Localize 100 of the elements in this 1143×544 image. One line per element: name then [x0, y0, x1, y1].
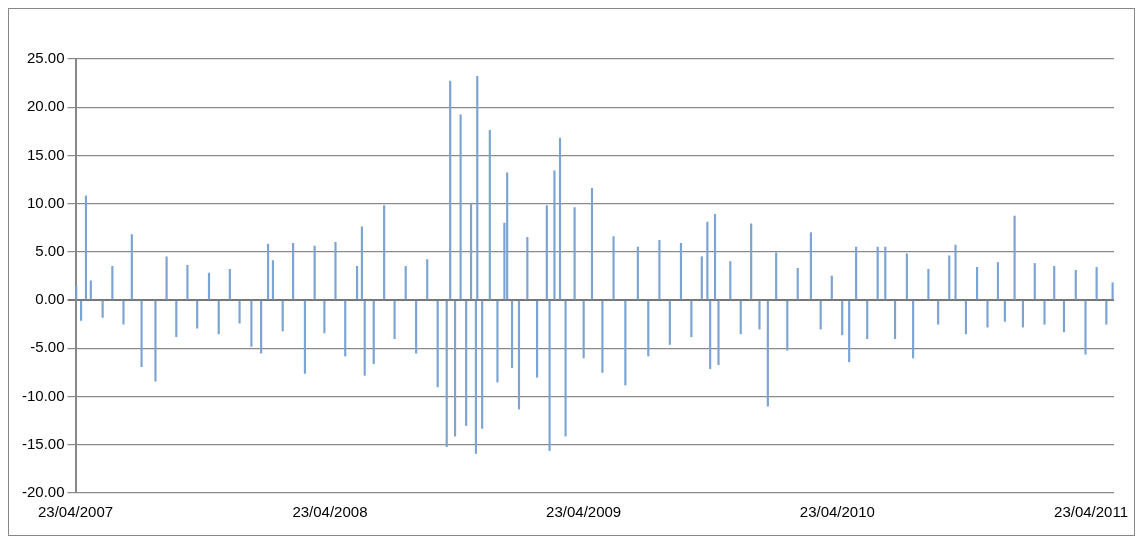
bar [238, 300, 241, 324]
y-tick-label: 25.00 [26, 49, 65, 67]
bar [130, 234, 133, 300]
bar [89, 280, 92, 300]
bar [893, 300, 897, 340]
x-tick-label: 23/04/2007 [37, 503, 114, 521]
bar [905, 253, 908, 300]
x-tick-label: 23/04/2010 [799, 503, 875, 521]
bar [175, 300, 178, 338]
bar [809, 232, 813, 300]
bar [1105, 300, 1108, 325]
x-tick-label: 23/04/2008 [292, 503, 368, 521]
bar [360, 226, 363, 300]
bar [449, 80, 452, 300]
bar [548, 300, 551, 451]
bar [140, 300, 143, 367]
bar [334, 241, 337, 300]
bar [510, 300, 514, 368]
y-tick-label: 10.00 [26, 193, 65, 211]
bar [975, 266, 979, 300]
bar [590, 187, 594, 300]
x-tick-label: 23/04/2009 [546, 503, 622, 521]
y-tick-label: 0.00 [35, 290, 65, 308]
bar [996, 262, 999, 300]
bar [927, 268, 930, 300]
y-tick-label: -10.00 [21, 386, 65, 404]
bar [964, 300, 968, 335]
bar [228, 268, 231, 300]
bar [690, 300, 693, 338]
bar [393, 300, 396, 340]
bar [545, 205, 548, 300]
bar [796, 267, 799, 300]
bar [553, 170, 556, 300]
bar [1033, 263, 1036, 300]
bar [250, 300, 253, 347]
bar [709, 300, 712, 369]
y-tick-label: 5.00 [35, 242, 65, 260]
bar [465, 300, 468, 426]
bar [775, 252, 778, 300]
bar [937, 300, 940, 325]
bar [526, 237, 529, 300]
bar [165, 256, 168, 300]
bar [80, 300, 83, 321]
bar [415, 300, 418, 354]
bar [884, 246, 887, 300]
bar [476, 76, 479, 300]
bar [186, 265, 189, 300]
bar [1043, 300, 1046, 325]
bar [469, 203, 473, 300]
bar [292, 242, 295, 300]
bar [876, 246, 879, 300]
bar [122, 300, 125, 325]
bar [488, 130, 491, 300]
bar [426, 259, 429, 300]
bar [766, 300, 769, 407]
bar [474, 300, 477, 454]
bar [517, 300, 521, 410]
bar [624, 300, 627, 386]
bar [986, 300, 989, 328]
bar [372, 300, 375, 365]
y-tick-label: -15.00 [21, 434, 65, 452]
bar [954, 244, 957, 300]
bar [436, 300, 439, 388]
bar [564, 300, 567, 437]
bar [344, 300, 347, 357]
bar [1111, 282, 1114, 300]
bar [266, 243, 270, 300]
bar [481, 300, 484, 429]
bar [713, 213, 717, 300]
bar [841, 300, 844, 336]
y-tick-label: -20.00 [21, 483, 65, 501]
bar [636, 246, 639, 300]
bar [303, 300, 306, 374]
bar [848, 300, 851, 363]
bar [647, 300, 650, 357]
bar [700, 256, 703, 300]
bar [679, 242, 683, 300]
bar [758, 300, 761, 330]
bar [271, 260, 275, 300]
bar [1062, 300, 1066, 333]
bar [1084, 300, 1087, 355]
bar [445, 300, 448, 448]
bar [1021, 300, 1025, 328]
bar [1013, 215, 1016, 300]
bar [739, 300, 742, 335]
bar [196, 300, 199, 329]
bar [658, 239, 661, 300]
bar [313, 245, 316, 300]
bar [323, 300, 326, 334]
y-tick-label: 15.00 [26, 145, 65, 163]
x-tick-label: 23/04/2011 [1054, 503, 1129, 521]
bar [453, 300, 457, 437]
bar [506, 172, 509, 300]
bar [866, 300, 869, 340]
bar [260, 300, 263, 354]
bar [217, 300, 220, 335]
bar [1074, 269, 1077, 300]
bar [750, 223, 753, 300]
bar [830, 275, 833, 300]
bar [154, 300, 157, 382]
